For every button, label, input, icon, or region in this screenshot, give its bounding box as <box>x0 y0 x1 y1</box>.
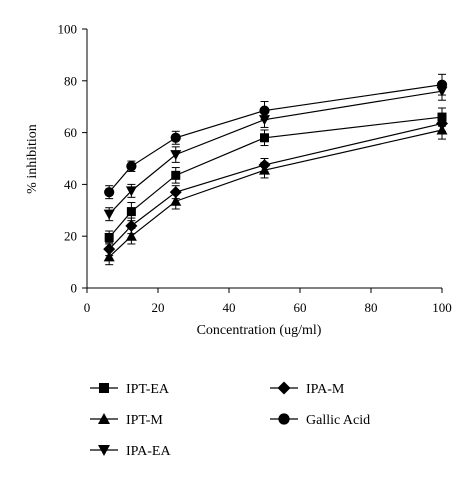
data-point <box>260 133 269 143</box>
x-tick-label: 20 <box>152 300 165 315</box>
x-axis-title: Concentration (ug/ml) <box>197 323 322 338</box>
y-tick-label: 40 <box>64 177 77 192</box>
y-tick-label: 100 <box>58 22 78 37</box>
y-tick-label: 60 <box>64 125 77 140</box>
x-tick-label: 40 <box>223 300 236 315</box>
legend-label: IPA-EA <box>126 444 171 459</box>
series-layer <box>103 73 448 266</box>
series-ipa-m <box>103 115 448 257</box>
data-point <box>259 105 270 116</box>
series-line <box>108 122 443 250</box>
data-point <box>125 219 138 232</box>
x-ticks: 0 20 40 60 80 100 <box>84 288 452 315</box>
data-point <box>104 187 115 198</box>
x-tick-label: 100 <box>432 300 452 315</box>
legend-marker <box>99 383 109 393</box>
legend-item-ipa-ea: IPA-EA <box>90 444 171 459</box>
x-tick-label: 80 <box>365 300 378 315</box>
data-point <box>436 117 448 130</box>
data-point <box>171 170 181 180</box>
data-point <box>170 195 182 206</box>
data-point <box>126 161 137 172</box>
y-tick-label: 20 <box>64 229 77 244</box>
legend-marker <box>98 445 110 456</box>
data-point <box>258 158 271 171</box>
legend-marker <box>98 413 110 424</box>
legend-label: Gallic Acid <box>306 413 370 428</box>
legend: IPT-EA IPT-M IPA-EA IPA-M Gallic Acid <box>90 381 370 459</box>
y-tick-label: 80 <box>64 73 77 88</box>
data-point <box>103 243 116 256</box>
axes <box>86 29 442 289</box>
y-ticks: 0 20 40 60 80 100 <box>58 22 87 296</box>
series-ipt-ea <box>104 107 447 245</box>
data-point <box>169 186 182 199</box>
legend-item-ipt-m: IPT-M <box>90 413 163 428</box>
data-point <box>170 150 182 161</box>
x-tick-label: 0 <box>84 300 91 315</box>
legend-marker <box>277 381 291 395</box>
series-line <box>108 84 443 193</box>
data-point <box>125 186 137 197</box>
legend-item-gallic-acid: Gallic Acid <box>270 413 370 428</box>
legend-item-ipa-m: IPA-M <box>270 381 345 397</box>
series-line <box>108 90 443 215</box>
legend-label: IPT-M <box>126 413 163 428</box>
y-axis-title: % inhibition <box>25 124 40 194</box>
legend-label: IPT-EA <box>126 382 170 397</box>
data-point <box>104 232 114 242</box>
data-point <box>126 207 136 217</box>
data-point <box>170 132 181 143</box>
data-point <box>103 251 115 262</box>
data-point <box>125 230 137 241</box>
legend-item-ipt-ea: IPT-EA <box>90 382 170 397</box>
legend-label: IPA-M <box>306 382 345 397</box>
x-tick-label: 60 <box>294 300 307 315</box>
series-gallic-acid <box>104 73 448 200</box>
series-ipa-ea <box>103 81 448 222</box>
data-point <box>436 79 448 90</box>
data-point <box>103 209 115 220</box>
legend-marker <box>278 413 290 425</box>
y-tick-label: 0 <box>71 281 78 296</box>
